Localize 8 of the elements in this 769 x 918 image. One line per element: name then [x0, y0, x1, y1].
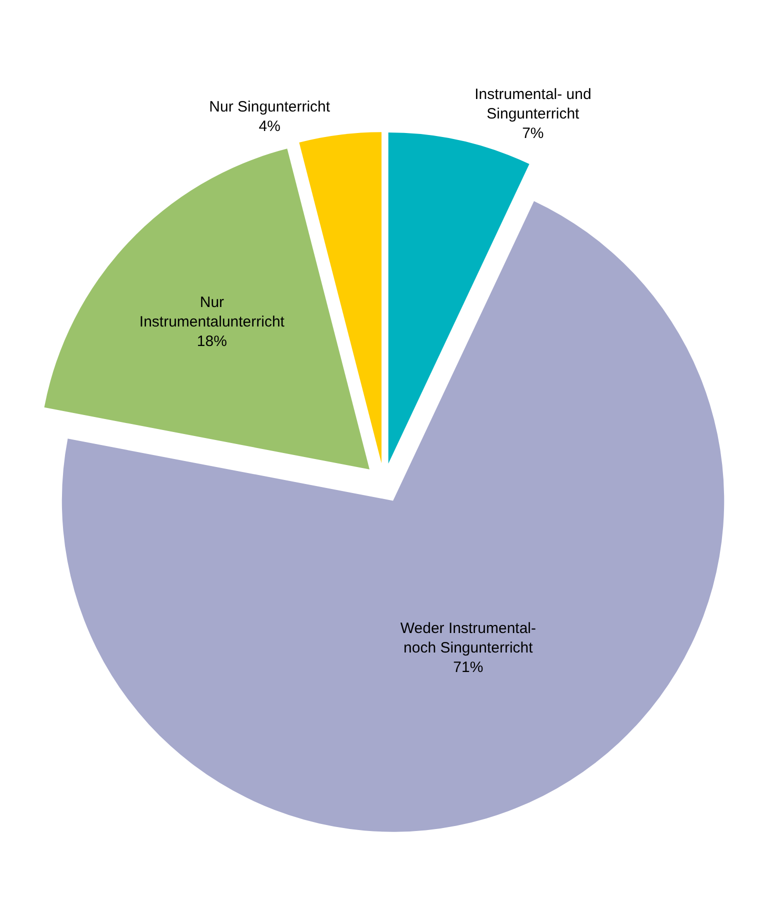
data-label: 4%	[258, 118, 280, 136]
slice-label: Instrumental- und Singunterricht	[474, 86, 592, 122]
data-label: 71%	[453, 659, 484, 676]
data-label: 18%	[196, 332, 227, 350]
slice-label: Nur Instrumentalunterricht	[139, 294, 286, 330]
slice-label: Weder Instrumental- noch Singunterricht	[400, 620, 536, 657]
data-label: 7%	[522, 124, 544, 142]
slice-label: Nur Singunterricht	[209, 98, 331, 116]
